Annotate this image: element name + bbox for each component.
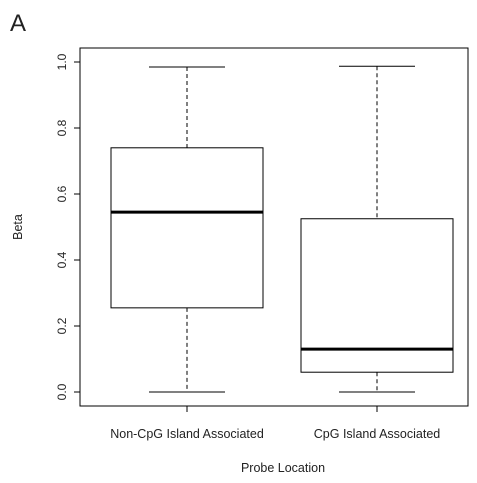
x-tick-label: Non-CpG Island Associated <box>110 427 264 441</box>
y-tick-label: 0.6 <box>55 185 69 202</box>
plot-frame <box>79 47 469 407</box>
y-axis-title: Beta <box>11 214 25 240</box>
box-series <box>110 65 454 393</box>
interquartile-box <box>300 218 454 373</box>
y-tick-label: 0.0 <box>55 383 69 400</box>
box-2 <box>300 65 454 393</box>
y-tick-label: 0.4 <box>55 251 69 268</box>
y-axis: 0.0 0.2 0.4 0.6 0.8 1.0 <box>55 53 80 400</box>
interquartile-box <box>110 147 264 309</box>
y-tick-label: 1.0 <box>55 53 69 70</box>
y-tick-label: 0.8 <box>55 119 69 136</box>
y-tick-label: 0.2 <box>55 317 69 334</box>
x-axis: Non-CpG Island Associated CpG Island Asso… <box>110 406 440 441</box>
panel-label: A <box>10 10 26 37</box>
box-1 <box>110 66 264 393</box>
x-axis-title: Probe Location <box>241 461 325 475</box>
x-tick-label: CpG Island Associated <box>314 427 441 441</box>
